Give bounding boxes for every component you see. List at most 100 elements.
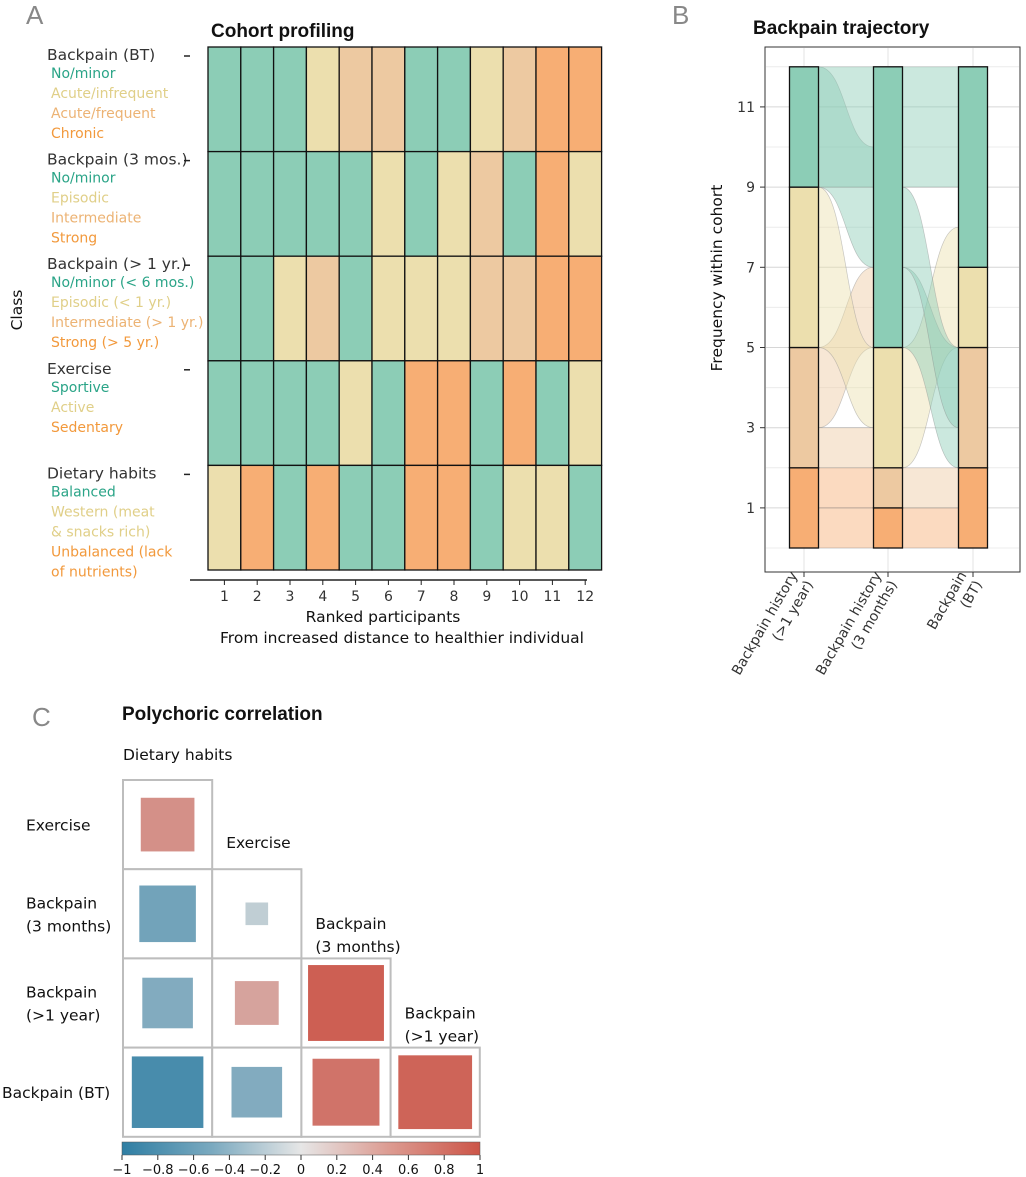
stratum-axis1-level3 (788, 346, 820, 469)
corr-square-r4-c3 (312, 1058, 380, 1126)
heatmap-ylabel: Class (8, 290, 26, 331)
heatmap-cell-r3-p11 (535, 255, 570, 362)
heatmap-cell-r5-p3 (272, 464, 308, 571)
colorbar (121, 1141, 481, 1156)
heatmap-cell-r4-p4 (305, 360, 340, 467)
corr-diag-label-3-1: Backpain (405, 1004, 476, 1022)
level-label-r4-3: Sedentary (51, 420, 123, 436)
heatmap-cell-r3-p12 (568, 255, 603, 362)
heatmap-x-ticks: 1 2 3 4 5 6 7 8 9 10 11 12 (220, 580, 594, 605)
flow-1-2-g (818, 66, 874, 188)
heatmap-cell-r5-p11 (535, 464, 570, 571)
x-tick-label-2: Backpain history(3 months) (813, 569, 901, 678)
heatmap-cell-r1-p5 (338, 46, 373, 153)
class-label-5: Dietary habits (47, 464, 156, 482)
heatmap-cell-r4-p6 (371, 360, 406, 467)
stratum-axis2-level1 (872, 66, 904, 349)
alluvial-y-ticks: 1 3 5 7 9 11 (737, 100, 765, 517)
heatmap-cell-r2-p5 (338, 150, 373, 257)
y-tick-label-1: 1 (746, 501, 755, 517)
level-label-r5-2: Western (meat (51, 504, 155, 520)
heatmap-cell-r2-p2 (240, 150, 275, 257)
heatmap-class-labels: Backpain (BT) No/minor Acute/infrequent Acu… (47, 46, 203, 580)
heatmap-cell-r5-p12 (568, 464, 603, 571)
heatmap-cell-r2-p12 (568, 150, 603, 257)
class-label-3: Backpain (> 1 yr.) (47, 255, 187, 273)
heatmap-cell-r4-p5 (338, 360, 373, 467)
colorbar-tick-label-9: 0.8 (434, 1163, 455, 1177)
x-tick-label-9: 9 (482, 589, 491, 605)
level-label-r4-2: Active (51, 400, 94, 416)
heatmap-cell-r1-p1 (207, 46, 242, 153)
x-tick-label-4: 4 (318, 589, 327, 605)
x-tick-label-8: 8 (450, 589, 459, 605)
heatmap-cell-r1-p3 (272, 46, 308, 153)
x-tick-label-6: 6 (384, 589, 393, 605)
x-tick-label-3: Backpain(BT) (924, 569, 986, 633)
level-label-r2-3: Intermediate (51, 211, 141, 227)
class-label-2: Backpain (3 mos.) (47, 151, 188, 169)
heatmap-cell-r3-p5 (338, 255, 373, 362)
heatmap-cell-r4-p12 (568, 360, 603, 467)
colorbar-tick-label-1: −0.8 (142, 1163, 174, 1177)
backpain-trajectory-alluvial: Backpain trajectory 1 3 5 7 9 11 Backpain his… (708, 18, 1021, 678)
cohort-profiling-heatmap: Cohort profiling Class Backpain (BT) No/m… (8, 21, 603, 647)
colorbar-ticks: −1 −0.8 −0.6 −0.4 −0.2 0 0.2 0.4 0.6 0.8 1 (112, 1155, 484, 1177)
heatmap-cell-r5-p7 (404, 464, 439, 571)
heatmap-cell-r5-p8 (436, 464, 472, 571)
heatmap-cell-r2-p9 (469, 150, 504, 257)
heatmap-cell-r1-p8 (436, 46, 472, 153)
heatmap-cell-r1-p10 (502, 46, 537, 153)
panel-letter-a: A (26, 0, 44, 30)
heatmap-xlabel: Ranked participants (306, 608, 461, 626)
corr-row-label-2-2: (3 months) (26, 917, 111, 935)
class-label-1: Backpain (BT) (47, 46, 155, 64)
level-label-r4-1: Sportive (51, 380, 109, 396)
heatmap-cell-r1-p11 (535, 46, 570, 153)
level-label-r1-4: Chronic (51, 126, 104, 142)
heatmap-cell-r4-p8 (436, 360, 472, 467)
colorbar-tick-label-5: 0 (297, 1163, 305, 1177)
x-tick-label-5: 5 (351, 589, 360, 605)
colorbar-tick-label-8: 0.6 (398, 1163, 419, 1177)
panel-letter-b: B (672, 0, 689, 30)
panel-letter-c: C (32, 702, 51, 732)
flow-2-3-f (902, 66, 959, 188)
heatmap-cell-r3-p6 (371, 255, 406, 362)
corr-cells (122, 779, 481, 1138)
heatmap-cell-r2-p3 (272, 150, 308, 257)
heatmap-cell-r1-p4 (305, 46, 340, 153)
corr-row-label-3-1: Backpain (26, 984, 97, 1002)
heatmap-cell-r4-p11 (535, 360, 570, 467)
corr-square-r3-c1 (142, 977, 193, 1029)
corr-diag-label-1-1: Exercise (226, 834, 291, 852)
corr-square-r2-c2 (245, 902, 269, 926)
x-tick-label-2: 2 (253, 589, 262, 605)
y-tick-label-11: 11 (737, 100, 755, 116)
stratum-axis1-level2 (788, 186, 820, 349)
heatmap-cell-r4-p1 (207, 360, 242, 467)
corr-row-label-4-1: Backpain (BT) (2, 1084, 110, 1102)
flow-1-2-c (818, 427, 874, 469)
level-label-r2-1: No/minor (51, 171, 116, 187)
class-label-4: Exercise (47, 360, 112, 378)
heatmap-cell-r4-p10 (502, 360, 537, 467)
level-label-r5-3: Unbalanced (lack (51, 544, 173, 560)
x-tick-label-1: Backpain history(>1 year) (729, 569, 817, 678)
y-tick-label-7: 7 (746, 260, 755, 276)
level-label-r1-2: Acute/infrequent (51, 86, 169, 102)
alluvial-ylabel: Frequency within cohort (708, 185, 726, 372)
heatmap-cells (207, 46, 603, 571)
heatmap-cell-r2-p8 (436, 150, 472, 257)
stratum-axis1-level4 (788, 467, 820, 549)
heatmap-cell-r4-p7 (404, 360, 439, 467)
level-label-r5-3: of nutrients) (51, 564, 138, 580)
heatmap-cell-r3-p10 (502, 255, 537, 362)
heatmap-cell-r5-p6 (371, 464, 406, 571)
heatmap-cell-r2-p6 (371, 150, 406, 257)
heatmap-cell-r1-p6 (371, 46, 406, 153)
heatmap-title: Cohort profiling (211, 21, 355, 42)
corr-square-r4-c2 (231, 1066, 283, 1118)
heatmap-cell-r2-p4 (305, 150, 340, 257)
